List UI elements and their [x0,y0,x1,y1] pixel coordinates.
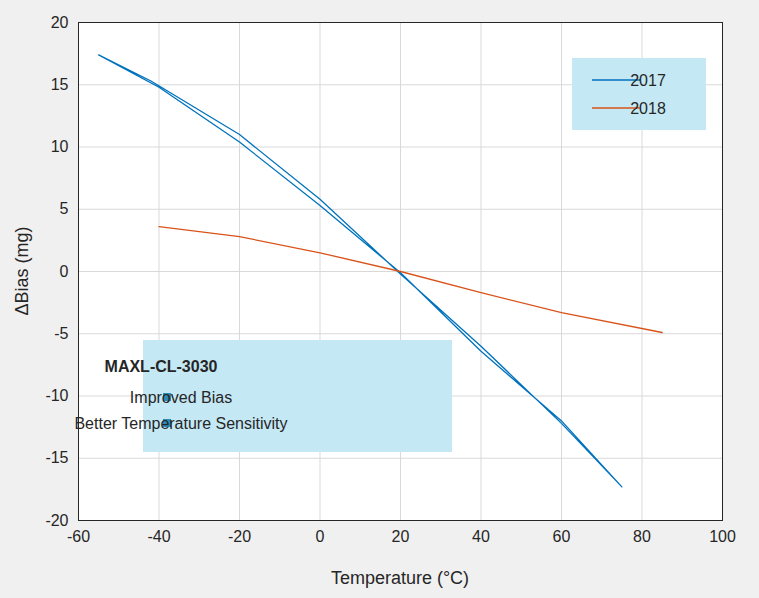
svg-text:-60: -60 [67,528,90,545]
svg-text:MAXL-CL-3030: MAXL-CL-3030 [105,358,218,375]
svg-text:2017: 2017 [630,72,666,89]
svg-text:Temperature (°C): Temperature (°C) [331,568,469,588]
svg-text:100: 100 [709,528,736,545]
svg-text:15: 15 [51,76,69,93]
svg-text:40: 40 [472,528,490,545]
svg-text:20: 20 [51,14,69,31]
svg-text:Better Temperature Sensitivity: Better Temperature Sensitivity [74,415,287,432]
svg-text:20: 20 [392,528,410,545]
svg-text:-5: -5 [54,325,68,342]
svg-text:-15: -15 [45,449,68,466]
svg-text:2018: 2018 [630,100,666,117]
svg-text:-40: -40 [147,528,170,545]
svg-text:80: 80 [633,528,651,545]
svg-text:ΔBias (mg): ΔBias (mg) [12,226,32,315]
svg-text:-20: -20 [228,528,251,545]
svg-text:10: 10 [51,138,69,155]
svg-text:-20: -20 [45,512,68,529]
svg-text:0: 0 [60,263,69,280]
svg-text:-10: -10 [45,387,68,404]
svg-text:60: 60 [553,528,571,545]
svg-text:5: 5 [60,200,69,217]
svg-text:Improved Bias: Improved Bias [130,389,232,406]
svg-text:0: 0 [316,528,325,545]
